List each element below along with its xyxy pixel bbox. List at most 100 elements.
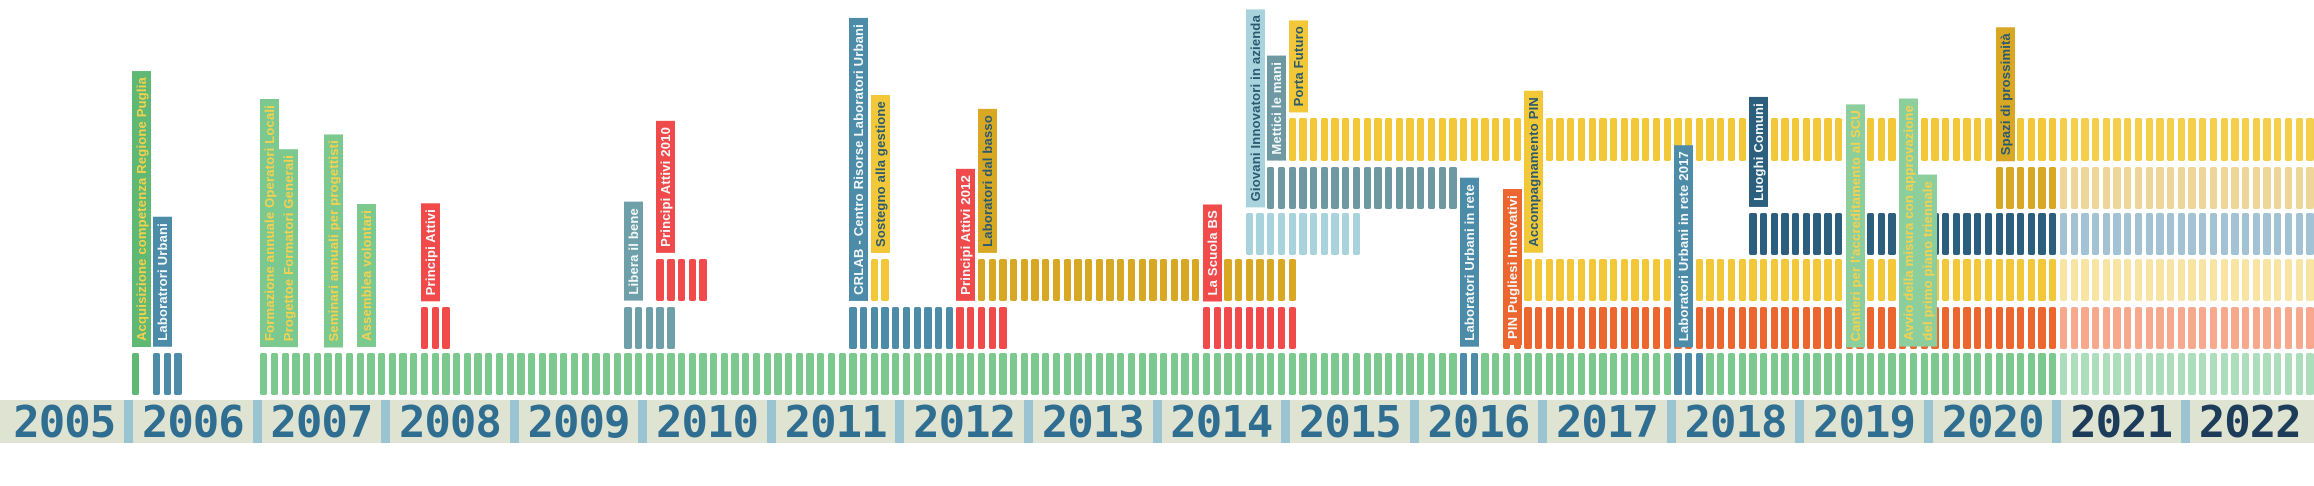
month-tick [1984, 353, 1993, 395]
month-tick [1824, 259, 1832, 301]
month-tick [1931, 353, 1939, 395]
month-tick [2006, 167, 2014, 209]
month-tick [1599, 353, 1607, 395]
month-tick [2274, 213, 2282, 255]
month-tick [1288, 353, 1296, 395]
month-tick [1245, 307, 1253, 349]
month-tick [1888, 259, 1896, 301]
month-tick [1856, 353, 1864, 395]
month-tick [1834, 259, 1843, 301]
month-tick [2059, 307, 2068, 349]
month-tick [2231, 353, 2239, 395]
month-tick [913, 353, 921, 395]
month-tick [1181, 259, 1189, 301]
month-tick [1867, 353, 1875, 395]
month-tick [2081, 307, 2089, 349]
month-tick [688, 353, 696, 395]
month-tick [1802, 118, 1811, 161]
month-tick [1770, 353, 1778, 395]
month-tick [495, 353, 504, 395]
month-tick [806, 353, 814, 395]
month-tick [1202, 353, 1211, 395]
month-tick [1417, 118, 1425, 161]
month-tick [945, 353, 954, 395]
month-tick [1267, 353, 1275, 395]
month-tick [1417, 167, 1425, 209]
month-tick [2038, 167, 2046, 209]
month-tick [2027, 213, 2036, 255]
month-tick [1534, 259, 1543, 301]
year-label-2022: 2022 [2198, 397, 2302, 448]
month-tick [1834, 307, 1843, 349]
month-tick [538, 353, 546, 395]
month-tick [881, 259, 889, 301]
month-tick [1438, 353, 1446, 395]
month-tick [2177, 353, 2186, 395]
month-tick [977, 307, 986, 349]
month-tick [2284, 259, 2293, 301]
month-tick [1288, 167, 1296, 209]
month-tick [1470, 118, 1478, 161]
month-tick [1984, 213, 1993, 255]
month-tick [1117, 353, 1125, 395]
month-tick [624, 353, 632, 395]
month-tick [1995, 259, 2003, 301]
month-tick [1759, 259, 1768, 301]
month-tick [935, 307, 943, 349]
month-tick [1738, 118, 1746, 161]
month-tick [1738, 307, 1746, 349]
month-tick [1663, 118, 1671, 161]
month-tick [2006, 307, 2014, 349]
month-tick [2252, 259, 2261, 301]
month-tick [1781, 307, 1789, 349]
month-tick [2092, 213, 2100, 255]
month-tick [817, 353, 825, 395]
month-tick [2124, 353, 2132, 395]
month-tick [1770, 213, 1778, 255]
month-tick [1085, 259, 1093, 301]
month-tick [1749, 259, 1757, 301]
month-tick [924, 307, 932, 349]
month-tick [2017, 353, 2025, 395]
month-tick [1770, 259, 1778, 301]
month-tick [1984, 118, 1993, 161]
month-tick [1556, 259, 1564, 301]
month-tick [260, 353, 268, 395]
month-tick [1684, 118, 1693, 161]
month-tick [1352, 353, 1361, 395]
month-tick [2102, 167, 2111, 209]
month-tick [1342, 167, 1350, 209]
month-tick [1170, 259, 1178, 301]
month-tick [1406, 353, 1414, 395]
month-tick [667, 259, 675, 301]
month-tick [2295, 353, 2303, 395]
year-separator [1538, 400, 1548, 443]
month-tick [2145, 213, 2153, 255]
year-separator [2180, 400, 2190, 443]
month-tick [2081, 167, 2089, 209]
month-tick [1224, 353, 1232, 395]
month-tick [892, 353, 900, 395]
month-tick [1384, 167, 1393, 209]
month-tick [2306, 118, 2314, 161]
year-label-2008: 2008 [398, 397, 502, 448]
month-tick [2059, 167, 2068, 209]
month-tick [1534, 307, 1543, 349]
month-tick [1781, 118, 1789, 161]
month-tick [2263, 118, 2271, 161]
month-tick [2017, 118, 2025, 161]
month-tick [581, 353, 589, 395]
month-tick [1588, 307, 1596, 349]
month-tick [1642, 118, 1650, 161]
month-tick [699, 353, 707, 395]
month-tick [2242, 353, 2250, 395]
timeline-label-cantieri-per-accreditamento-al-scu: Cantieri per l'accreditamento al SCU [1845, 103, 1865, 347]
month-tick [1427, 167, 1436, 209]
month-tick [1352, 118, 1361, 161]
month-tick [1277, 353, 1286, 395]
month-tick [870, 353, 879, 395]
month-tick [902, 307, 911, 349]
month-tick [892, 307, 900, 349]
month-tick [2113, 353, 2121, 395]
